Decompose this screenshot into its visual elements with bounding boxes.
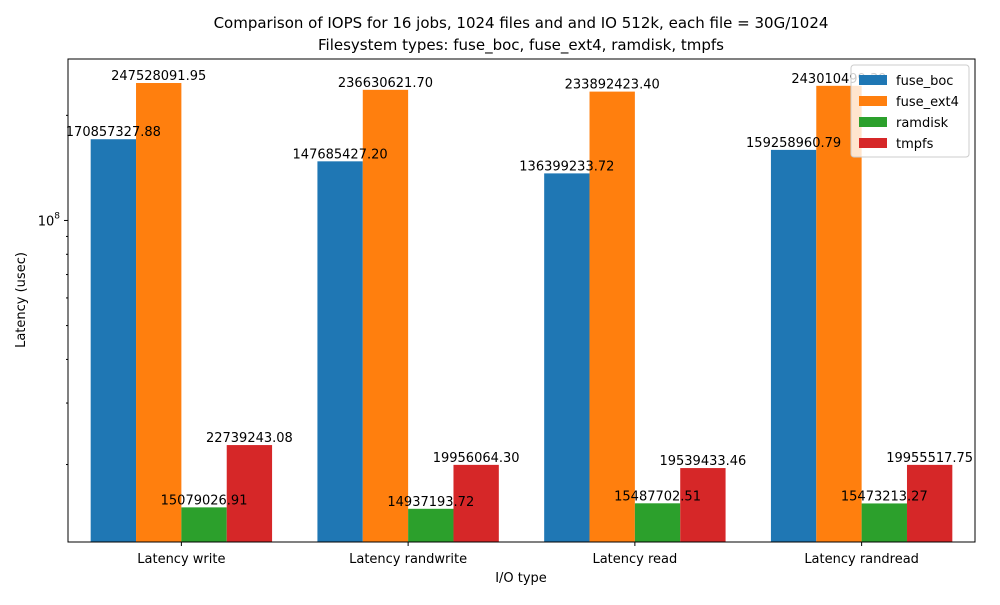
chart-subtitle: Filesystem types: fuse_boc, fuse_ext4, r… (318, 36, 724, 55)
x-tick-label: Latency write (137, 552, 225, 567)
legend-swatch-tmpfs (859, 138, 887, 148)
bar-fuse_ext4 (589, 91, 635, 542)
bar-fuse_boc (90, 139, 137, 542)
data-label: 147685427.20 (293, 147, 388, 162)
x-tick-label: Latency randread (804, 552, 919, 567)
y-tick-exponent: 8 (54, 211, 60, 221)
legend-label: tmpfs (896, 137, 934, 152)
bar-fuse_ext4 (362, 89, 409, 542)
data-label: 19955517.75 (886, 451, 973, 466)
data-label: 159258960.79 (746, 136, 841, 151)
bar-tmpfs (226, 445, 273, 542)
bar-ramdisk (861, 503, 907, 542)
legend-swatch-fuse_boc (859, 75, 887, 85)
bar-fuse_boc (770, 149, 817, 542)
data-label: 19539433.46 (659, 454, 746, 469)
bar-tmpfs (453, 464, 499, 542)
bar-ramdisk (181, 507, 227, 542)
legend-swatch-ramdisk (859, 117, 887, 127)
y-axis-label: Latency (usec) (14, 252, 29, 348)
data-label: 170857327.88 (66, 125, 161, 140)
legend-label: fuse_ext4 (896, 95, 959, 110)
chart-title: Comparison of IOPS for 16 jobs, 1024 fil… (214, 14, 829, 32)
y-tick-base: 10 (38, 214, 55, 229)
legend-label: fuse_boc (896, 74, 953, 89)
bar-fuse_ext4 (136, 83, 182, 543)
x-tick-label: Latency randwrite (349, 552, 467, 567)
x-axis: Latency write Latency randwrite Latency re… (137, 542, 919, 567)
plot-frame (67, 58, 976, 543)
data-label: 14937193.72 (387, 495, 474, 510)
bar-fuse_ext4 (816, 85, 862, 542)
data-label: 15079026.91 (161, 493, 248, 508)
x-axis-label: I/O type (495, 571, 547, 586)
bar-fuse_boc (544, 173, 590, 542)
data-label: 247528091.95 (111, 69, 206, 84)
bar-tmpfs (680, 468, 726, 542)
bar-ramdisk (634, 503, 681, 542)
data-label: 236630621.70 (338, 76, 433, 91)
data-label: 22739243.08 (206, 431, 293, 446)
data-label: 136399233.72 (519, 159, 614, 174)
bar-tmpfs (906, 464, 953, 542)
data-label: 233892423.40 (565, 78, 660, 93)
legend-label: ramdisk (896, 116, 949, 131)
bar-group (90, 83, 953, 543)
y-tick-label: 108 (38, 211, 61, 229)
data-label: 15487702.51 (614, 489, 701, 504)
bar-ramdisk (408, 508, 454, 542)
bar-fuse_boc (317, 161, 363, 543)
data-label: 15473213.27 (841, 489, 928, 504)
x-tick-label: Latency read (592, 552, 677, 567)
legend-box (850, 64, 970, 158)
legend-swatch-fuse_ext4 (859, 96, 887, 106)
data-label: 19956064.30 (433, 451, 520, 466)
